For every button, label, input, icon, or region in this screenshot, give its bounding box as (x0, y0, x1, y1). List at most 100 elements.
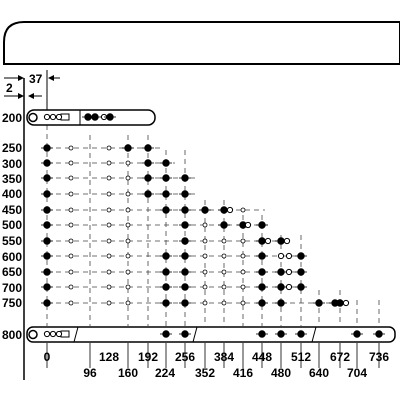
row-label: 350 (2, 172, 22, 186)
row-label: 200 (2, 111, 22, 125)
hole-marker-open (342, 299, 350, 307)
hole-marker-small (125, 269, 131, 275)
hole-marker-small (240, 284, 246, 290)
column-label: 96 (83, 366, 97, 380)
hole-marker-small (221, 269, 227, 275)
hole-marker-small (68, 284, 74, 290)
hole-marker-small (125, 191, 131, 197)
hole-marker-small (68, 222, 74, 228)
column-label: 384 (214, 350, 234, 364)
row-label: 500 (2, 218, 22, 232)
hole-marker-open (55, 113, 63, 121)
hole-marker-small (106, 160, 112, 166)
cabinet-panel (3, 21, 400, 65)
column-label: 256 (175, 350, 195, 364)
hole-marker-small (125, 253, 131, 259)
hole-marker-small (240, 269, 246, 275)
dimension-label-37: 37 (29, 72, 43, 86)
long-drawer-slide (26, 326, 396, 343)
hole-marker-open (55, 330, 63, 338)
hole-markers (41, 113, 385, 338)
hole-marker-open (285, 283, 293, 291)
row-label: 450 (2, 203, 22, 217)
column-label: 512 (291, 350, 311, 364)
hole-marker-small (68, 238, 74, 244)
hole-marker-small (68, 207, 74, 213)
row-label: 400 (2, 187, 22, 201)
hole-marker-open (244, 221, 252, 229)
dimension-label-2: 2 (6, 81, 13, 95)
column-label: 448 (252, 350, 272, 364)
row-label: 650 (2, 265, 22, 279)
hole-marker-small (68, 300, 74, 306)
hole-marker-small (68, 191, 74, 197)
hole-marker-small (240, 207, 246, 213)
column-label: 640 (309, 366, 329, 380)
hole-marker-open (277, 252, 285, 260)
row-label: 550 (2, 234, 22, 248)
row-label: 800 (2, 328, 22, 342)
column-label: 192 (138, 350, 158, 364)
column-label: 0 (44, 350, 51, 364)
hole-marker-open (285, 268, 293, 276)
hole-marker-small (125, 175, 131, 181)
column-label: 672 (330, 350, 350, 364)
hole-marker-small (106, 145, 112, 151)
hole-marker-small (68, 160, 74, 166)
hole-marker-small (106, 222, 112, 228)
hole-marker-small (125, 207, 131, 213)
row-label: 700 (2, 281, 22, 295)
dimension-markers: 37 2 (4, 70, 60, 115)
hole-marker-small (202, 222, 208, 228)
column-label: 704 (347, 366, 367, 380)
hole-marker-small (202, 253, 208, 259)
hole-marker-small (221, 284, 227, 290)
hole-marker-small (202, 269, 208, 275)
hole-marker-small (221, 238, 227, 244)
column-label: 352 (195, 366, 215, 380)
row-label: 750 (2, 296, 22, 310)
hole-marker-open (283, 237, 291, 245)
row-label: 300 (2, 157, 22, 171)
hole-marker-small (106, 175, 112, 181)
column-label: 128 (99, 350, 119, 364)
hole-marker-small (240, 300, 246, 306)
hole-marker-open (43, 113, 51, 121)
column-label: 416 (233, 366, 253, 380)
column-labels: 0 128 192 256 384 448 512 672 736 96 160… (44, 350, 390, 380)
hole-marker-small (68, 253, 74, 259)
hole-marker-open (49, 330, 57, 338)
hole-marker-small (221, 300, 227, 306)
hole-marker-small (125, 222, 131, 228)
hole-marker-small (68, 269, 74, 275)
hole-marker-small (202, 300, 208, 306)
hole-marker-small (240, 238, 246, 244)
column-label: 160 (118, 366, 138, 380)
hole-marker-small (202, 284, 208, 290)
column-label: 480 (271, 366, 291, 380)
row-label: 250 (2, 141, 22, 155)
hole-marker-small (221, 253, 227, 259)
hole-marker-small (240, 253, 246, 259)
hole-marker-small (106, 253, 112, 259)
hole-marker-open (43, 330, 51, 338)
hole-marker-small (106, 269, 112, 275)
hole-marker-open (285, 252, 293, 260)
row-label: 600 (2, 250, 22, 264)
hole-marker-small (106, 284, 112, 290)
hole-marker-open (49, 113, 57, 121)
hole-marker-small (106, 207, 112, 213)
hole-marker-small (202, 238, 208, 244)
hole-marker-open (226, 206, 234, 214)
hole-marker-open (264, 237, 272, 245)
hole-marker-small (106, 238, 112, 244)
hole-marker-small (68, 175, 74, 181)
hole-marker-small (106, 191, 112, 197)
hole-marker-small (125, 300, 131, 306)
column-label: 224 (155, 366, 175, 380)
hole-marker-small (125, 284, 131, 290)
row-labels: 200 250 300 350 400 450 500 550 600 650 … (2, 111, 22, 342)
hole-marker-small (125, 160, 131, 166)
